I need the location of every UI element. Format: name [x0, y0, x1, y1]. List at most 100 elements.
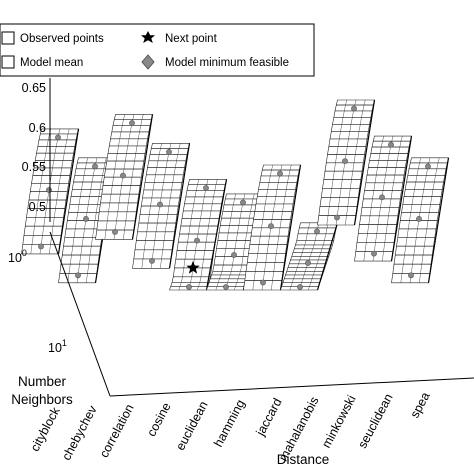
- mesh-line: [289, 164, 292, 171]
- mesh-line: [101, 175, 103, 183]
- mesh-line: [124, 220, 126, 231]
- mesh-line: [107, 211, 109, 221]
- mesh-line: [224, 248, 226, 257]
- mesh-line: [163, 231, 166, 241]
- observed-point: [268, 223, 274, 229]
- mesh-line: [403, 255, 405, 265]
- mesh-line: [309, 282, 311, 287]
- mesh-line: [91, 237, 93, 247]
- mesh-line: [419, 204, 422, 213]
- mesh-line: [206, 179, 209, 185]
- mesh-line: [47, 191, 49, 201]
- mesh-line: [431, 189, 434, 197]
- mesh-line: [400, 136, 403, 142]
- x-tick-label: spea: [408, 390, 433, 421]
- mesh-line: [40, 175, 43, 184]
- mesh-line: [94, 212, 97, 221]
- mesh-line: [153, 240, 155, 250]
- mesh-line: [123, 230, 125, 240]
- mesh-line: [346, 206, 348, 216]
- mesh-line: [385, 167, 387, 176]
- mesh-line: [125, 211, 128, 221]
- mesh-line: [329, 197, 331, 207]
- mesh-line: [245, 232, 247, 241]
- mesh-line: [238, 218, 241, 226]
- mesh-line: [258, 236, 261, 245]
- mesh-line: [307, 227, 309, 234]
- mesh-line: [344, 105, 346, 112]
- mesh-line: [401, 264, 404, 274]
- mesh-line: [324, 233, 326, 241]
- observed-point: [83, 215, 89, 222]
- mesh-line: [363, 251, 366, 262]
- mesh-line: [424, 237, 426, 247]
- y-tick-exponent: 0: [22, 248, 27, 258]
- mesh-line: [414, 182, 416, 190]
- mesh-line: [65, 139, 67, 147]
- mesh-line: [157, 214, 159, 224]
- mesh-line: [345, 99, 347, 106]
- mesh-line: [109, 194, 112, 203]
- mesh-line: [372, 190, 374, 199]
- observed-point: [334, 214, 340, 221]
- mesh-line: [257, 244, 260, 254]
- mesh-line: [414, 237, 417, 247]
- mesh-line: [340, 124, 342, 132]
- mesh-line: [45, 146, 48, 154]
- mesh-line: [430, 196, 432, 205]
- mesh-line: [297, 263, 299, 268]
- mesh-line: [83, 168, 86, 176]
- mesh-line: [64, 146, 66, 154]
- mesh-line: [115, 153, 118, 162]
- mesh-line: [383, 242, 385, 252]
- mesh-line: [237, 274, 240, 279]
- mesh-line: [234, 193, 236, 200]
- mesh-line: [215, 179, 218, 185]
- mesh-line: [68, 264, 71, 274]
- mesh-line: [116, 211, 118, 221]
- mesh-line: [56, 139, 58, 147]
- observed-point: [416, 215, 422, 222]
- y-tick-base: 10: [48, 341, 62, 355]
- mesh-line: [337, 138, 340, 147]
- mesh-line: [41, 167, 44, 176]
- mesh-line: [347, 197, 350, 207]
- mesh-line: [418, 162, 420, 169]
- mesh-line: [195, 242, 197, 251]
- mesh-line: [268, 175, 271, 183]
- mesh-line: [79, 255, 81, 265]
- mesh-line: [108, 202, 110, 212]
- mesh-line: [237, 225, 239, 233]
- y-tick-exponent: 1: [62, 338, 67, 348]
- mesh-line: [166, 214, 168, 224]
- mesh-line: [176, 154, 178, 161]
- mesh-line: [127, 138, 130, 147]
- mesh-line: [177, 148, 180, 155]
- mesh-line: [274, 196, 276, 205]
- mesh-line: [382, 136, 384, 142]
- mesh-line: [183, 259, 186, 268]
- mesh-line: [93, 168, 95, 176]
- mesh-line: [274, 253, 277, 263]
- mesh-line: [171, 182, 173, 191]
- mesh-line: [382, 251, 384, 262]
- mesh-line: [75, 220, 77, 229]
- mesh-line: [397, 153, 399, 161]
- mesh-line: [392, 182, 394, 191]
- y-axis-line: [49, 231, 111, 397]
- mesh-line: [154, 174, 156, 183]
- mesh-line: [286, 182, 288, 190]
- legend-box: [0, 23, 315, 77]
- mesh-line: [272, 271, 274, 281]
- mesh-line: [387, 153, 390, 161]
- mesh-line: [234, 286, 236, 291]
- mesh-line: [92, 228, 94, 238]
- mesh-line: [52, 217, 55, 227]
- mesh-line: [367, 224, 369, 234]
- mesh-line: [366, 233, 368, 243]
- mesh-line: [168, 197, 171, 207]
- column-edge: [316, 222, 339, 291]
- mesh-line: [242, 248, 245, 257]
